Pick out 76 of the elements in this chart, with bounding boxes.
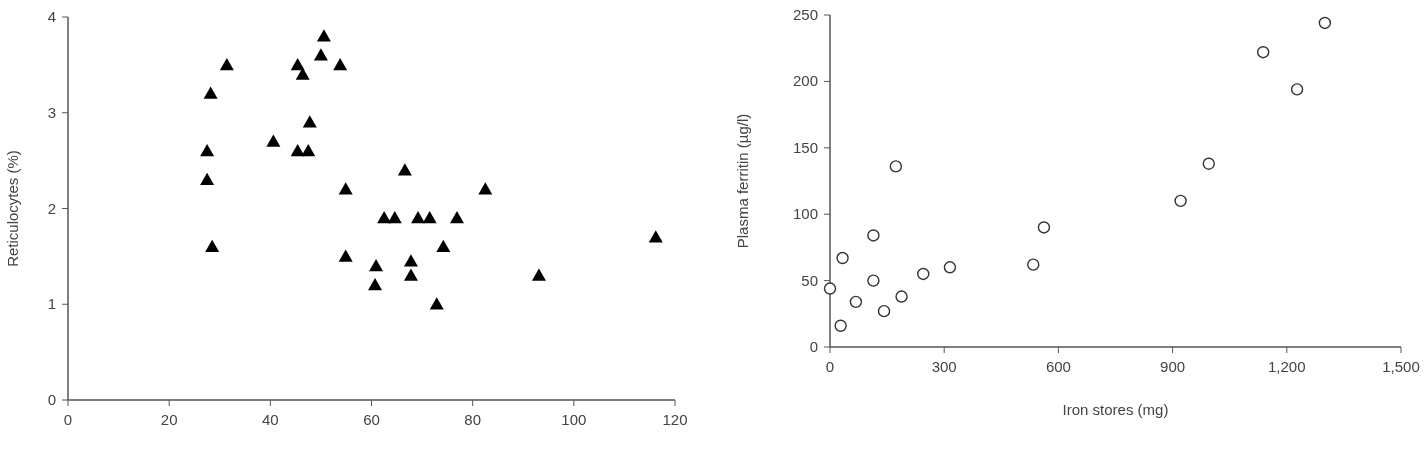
point	[429, 297, 444, 310]
y-tick-label: 100	[792, 205, 818, 223]
point	[823, 282, 837, 295]
point	[1290, 83, 1304, 96]
point	[1037, 221, 1051, 234]
point	[1174, 194, 1187, 208]
x-tick-label: 300	[931, 358, 957, 375]
point	[200, 144, 215, 157]
point	[200, 172, 215, 186]
x-axis-title: Iron stores (mg)	[1062, 401, 1169, 418]
y-tick-label: 200	[792, 72, 818, 90]
x-tick-label: 0	[63, 411, 73, 428]
y-tick-label: 2	[47, 199, 56, 217]
y-tick-label: 250	[792, 6, 818, 23]
point	[203, 86, 218, 99]
point	[422, 211, 437, 224]
point	[313, 48, 328, 61]
point	[531, 268, 546, 281]
y-tick-label: 50	[801, 271, 818, 289]
point	[889, 160, 903, 173]
x-tick-label: 1,200	[1268, 358, 1306, 375]
x-tick-label: 100	[561, 411, 587, 428]
x-tick-label: 0	[825, 358, 835, 375]
point	[295, 67, 310, 80]
x-tick-label: 120	[662, 411, 688, 428]
y-tick-label: 0	[47, 391, 56, 408]
point	[290, 57, 305, 71]
point	[368, 278, 383, 291]
point	[836, 251, 849, 265]
x-tick-label: 1,500	[1382, 358, 1420, 375]
point	[1257, 45, 1270, 59]
point	[943, 261, 957, 274]
point	[333, 57, 348, 71]
point	[1202, 157, 1215, 170]
point	[266, 134, 281, 147]
point	[849, 295, 863, 309]
point	[1027, 258, 1040, 271]
y-tick-label: 3	[47, 103, 56, 121]
y-tick-label: 4	[47, 8, 56, 25]
point	[403, 254, 418, 267]
y-axis-title: Plasma ferritin (µg/l)	[734, 113, 751, 249]
point	[917, 267, 930, 281]
point	[877, 304, 891, 318]
x-tick-label: 60	[363, 411, 380, 428]
point	[478, 182, 493, 195]
x-tick-label: 600	[1045, 358, 1071, 375]
point	[377, 211, 392, 224]
point	[338, 249, 353, 262]
point	[369, 258, 384, 272]
point	[648, 230, 663, 243]
point	[338, 182, 353, 195]
point	[449, 211, 464, 224]
point	[403, 268, 418, 281]
point	[834, 319, 847, 332]
point	[1318, 16, 1332, 30]
x-tick-label: 20	[160, 411, 178, 428]
point	[316, 29, 331, 42]
point	[411, 211, 426, 224]
x-tick-label: 900	[1160, 358, 1186, 375]
point	[387, 211, 402, 224]
point	[397, 163, 412, 176]
point	[301, 144, 316, 157]
point	[219, 57, 234, 71]
x-tick-label: 80	[464, 411, 482, 428]
y-axis-title: Reticulocytes (%)	[4, 150, 21, 267]
y-tick-label: 150	[792, 138, 818, 156]
point	[895, 290, 908, 303]
point	[302, 115, 317, 128]
y-tick-label: 0	[809, 338, 818, 355]
point	[205, 239, 220, 253]
y-tick-label: 1	[47, 295, 56, 313]
point	[867, 229, 880, 242]
x-tick-label: 40	[261, 411, 279, 428]
point	[867, 274, 880, 287]
point	[290, 144, 305, 157]
point	[436, 239, 451, 253]
